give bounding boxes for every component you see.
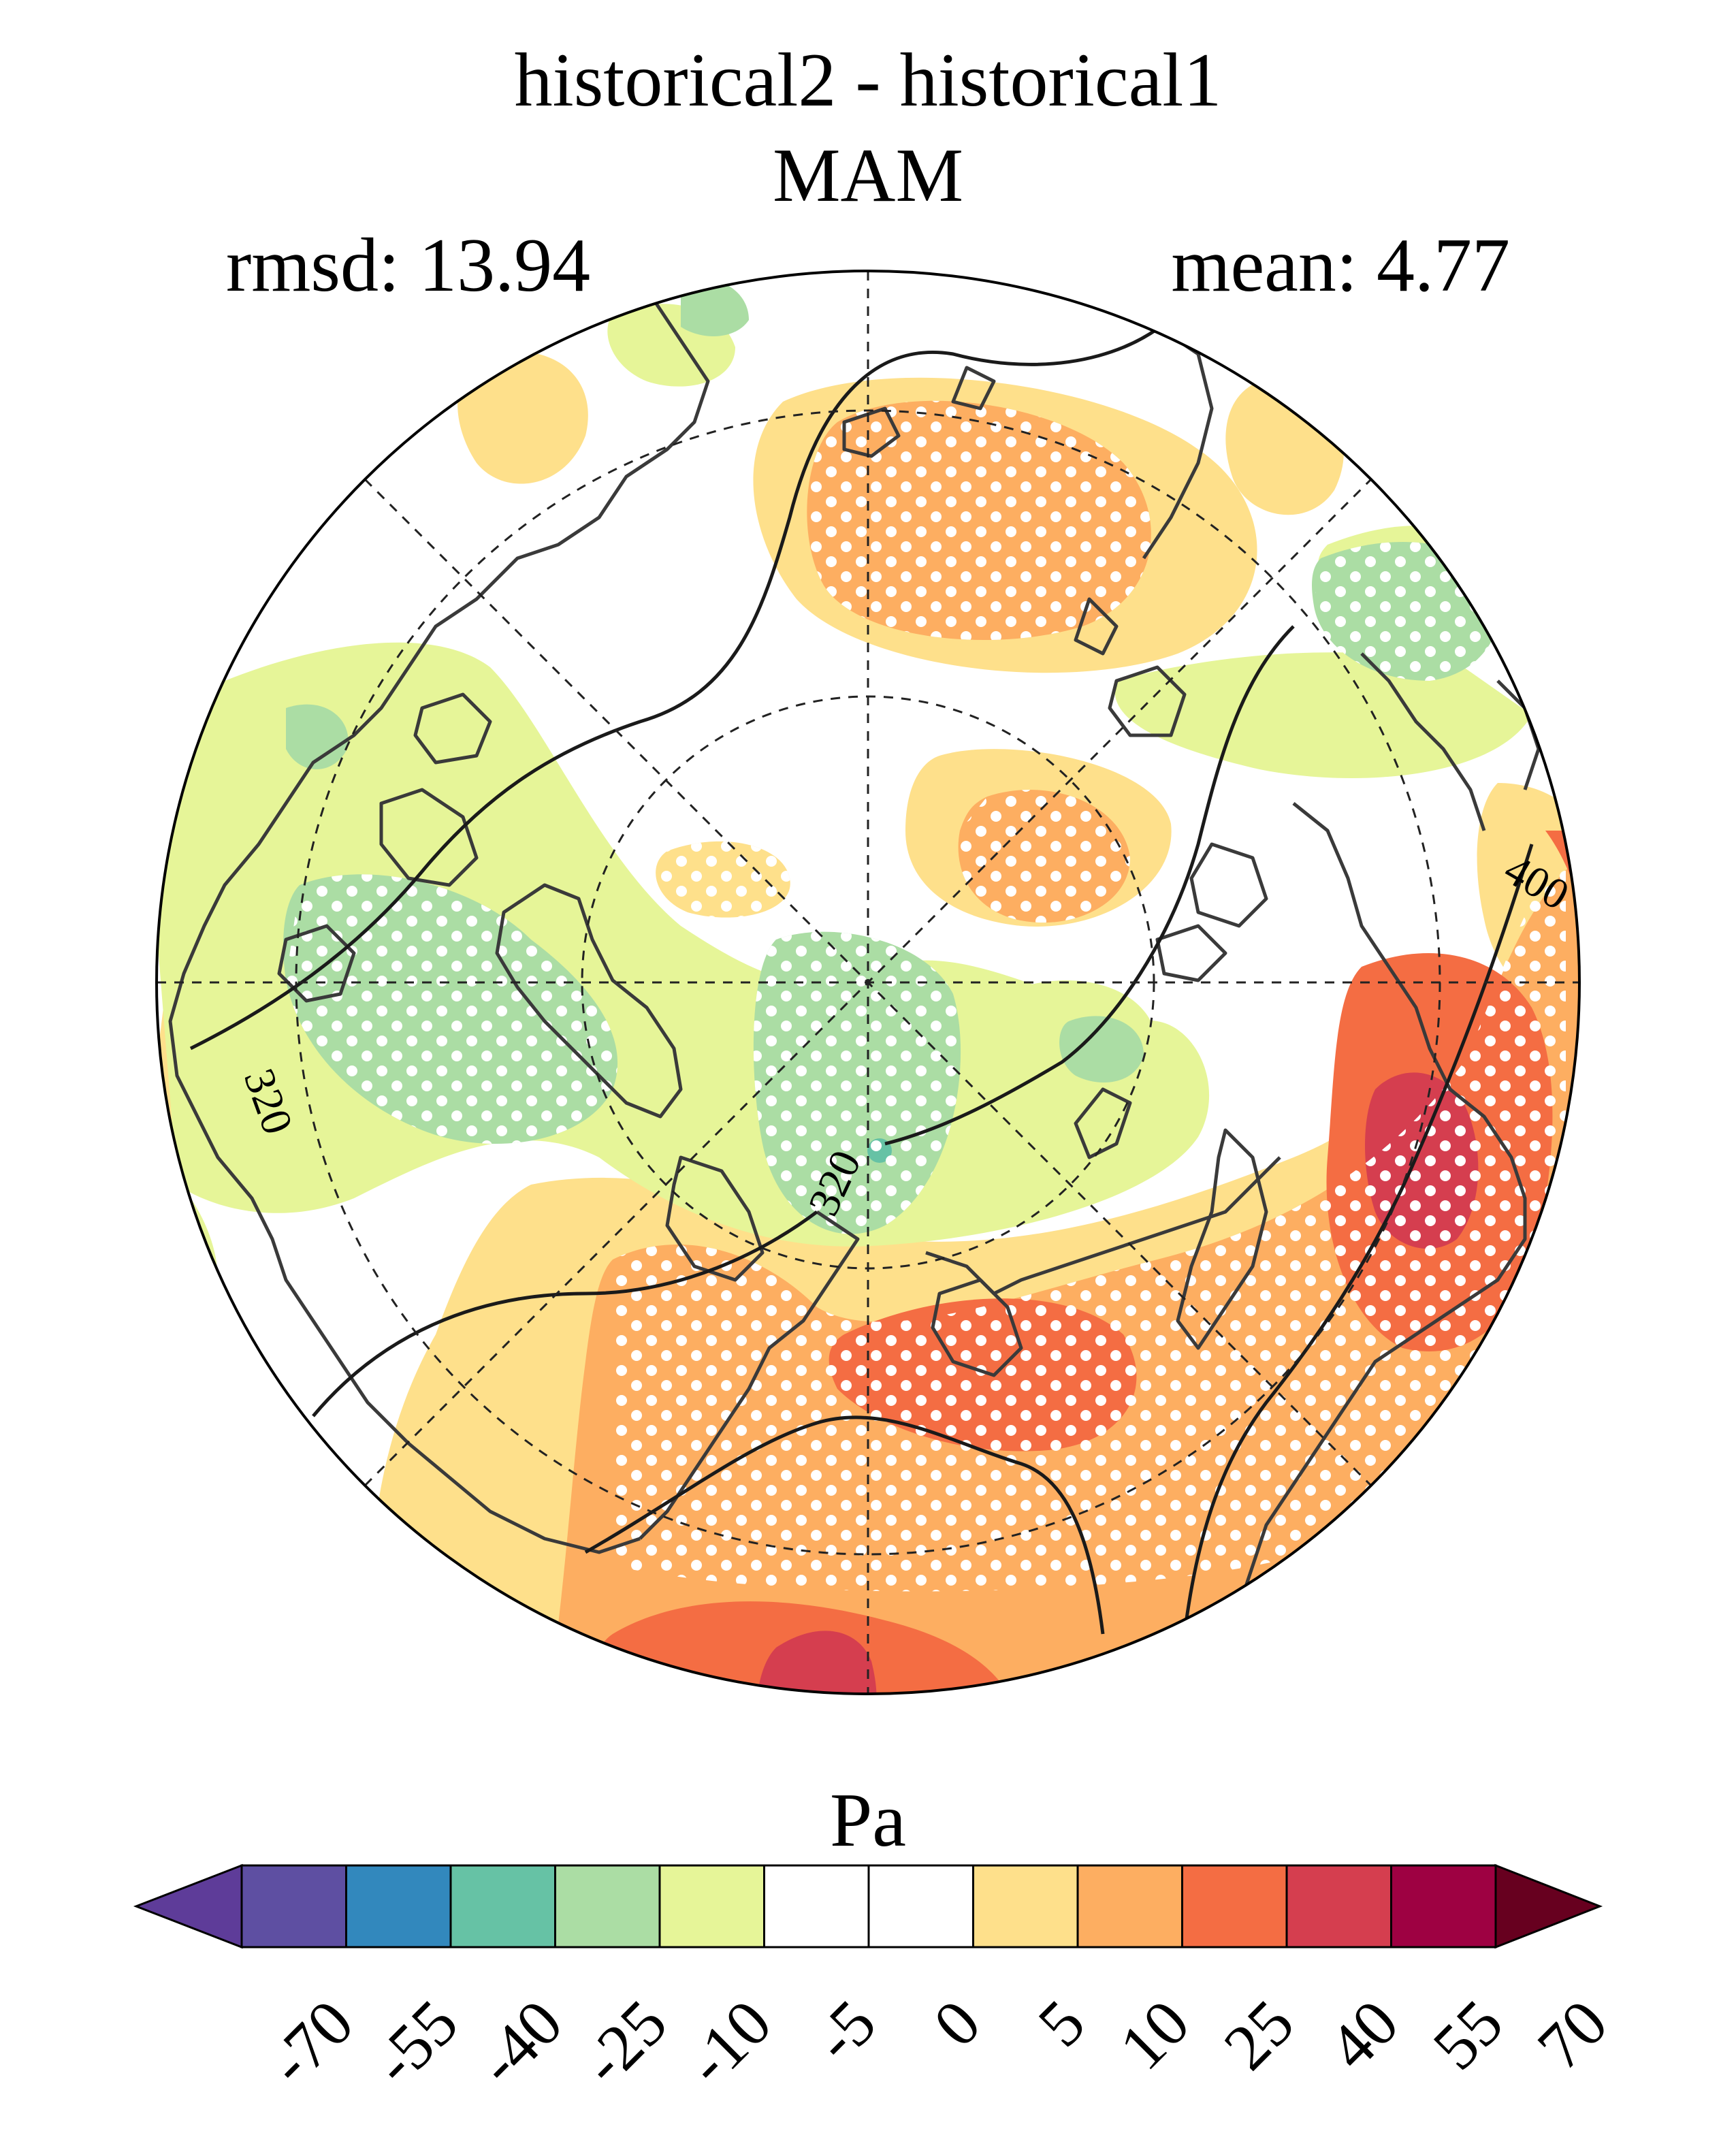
colorbar-extend-high [1494, 1863, 1603, 1949]
colorbar-box [1285, 1864, 1392, 1948]
rmsd-label: rmsd: 13.94 [226, 223, 591, 308]
title-line2: MAM [772, 133, 964, 218]
colorbar-box [1181, 1864, 1288, 1948]
colorbar-tick-label: -70 [254, 1986, 367, 2099]
mean-label: mean: 4.77 [1171, 223, 1510, 308]
map-fields [157, 271, 1579, 1694]
colorbar-tick-label: 55 [1419, 1986, 1517, 2084]
colorbar-units: Pa [830, 1778, 906, 1863]
colorbar-box [867, 1864, 974, 1948]
significance-stippling [286, 400, 1566, 1592]
colorbar-tick-label: 5 [1024, 1986, 1099, 2061]
title-line1: historical2 - historical1 [514, 38, 1222, 123]
colorbar-tick-label: 0 [920, 1986, 995, 2061]
colorbar-tick-label: -5 [799, 1986, 889, 2076]
colorbar-box [449, 1864, 556, 1948]
colorbar: -70-55-40-25-10 -5 0 5 10 25 40 55 70 [133, 1863, 1622, 2099]
polar-map: 400 320 320 [155, 270, 1581, 1695]
colorbar-tick-label: 40 [1315, 1986, 1413, 2084]
colorbar-box [345, 1864, 452, 1948]
colorbar-tick-label: -10 [672, 1986, 785, 2099]
colorbar-box [763, 1864, 870, 1948]
colorbar-box [658, 1864, 765, 1948]
colorbar-box [1390, 1864, 1497, 1948]
colorbar-box [1076, 1864, 1183, 1948]
climatology-contours [189, 285, 1534, 1635]
map-boundary [155, 270, 1581, 1695]
colorbar-box [240, 1864, 347, 1948]
colorbar-tick-label: 70 [1524, 1986, 1622, 2084]
colorbar-tick-label: -40 [463, 1986, 576, 2099]
colorbar-tick-label: 25 [1210, 1986, 1308, 2084]
colorbar-tick-label: -25 [567, 1986, 680, 2099]
colorbar-tick-label: -55 [358, 1986, 471, 2099]
colorbar-tick-label: 10 [1106, 1986, 1204, 2084]
coastlines [168, 298, 1579, 1607]
colorbar-extend-low [133, 1863, 243, 1949]
graticule [157, 271, 1579, 1694]
colorbar-box [972, 1864, 1079, 1948]
colorbar-box [554, 1864, 661, 1948]
